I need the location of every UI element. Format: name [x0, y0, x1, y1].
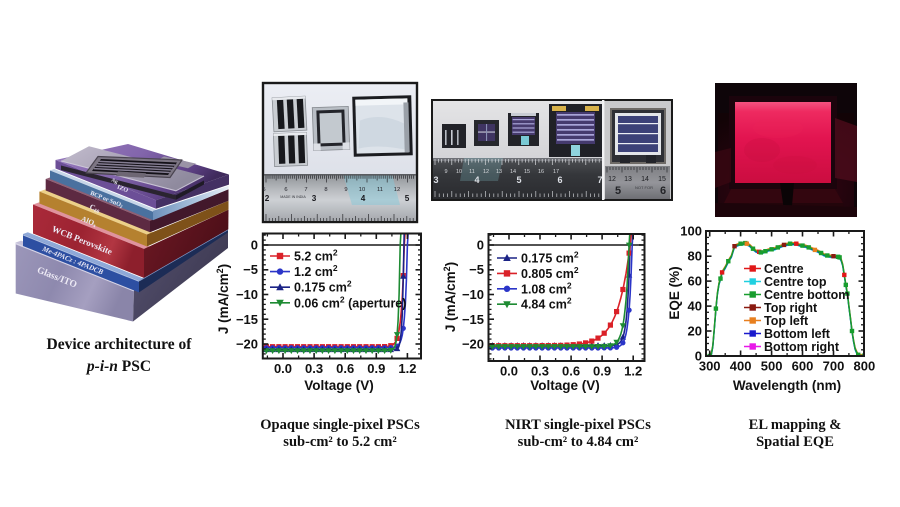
- svg-text:8: 8: [324, 187, 327, 193]
- svg-text:Centre top: Centre top: [764, 275, 827, 289]
- svg-text:J (mA/cm2): J (mA/cm2): [215, 264, 231, 334]
- svg-text:400: 400: [730, 359, 752, 374]
- svg-text:11: 11: [469, 169, 475, 175]
- svg-text:2: 2: [265, 194, 270, 203]
- svg-text:MADE IN INDIA: MADE IN INDIA: [280, 195, 306, 199]
- svg-text:Ag: Ag: [110, 177, 119, 185]
- svg-text:800: 800: [854, 359, 876, 374]
- svg-text:Voltage (V): Voltage (V): [304, 378, 374, 393]
- svg-text:12: 12: [483, 169, 489, 175]
- svg-text:10: 10: [359, 187, 365, 193]
- svg-text:5.2 cm2: 5.2 cm2: [294, 248, 338, 264]
- svg-text:0: 0: [477, 238, 484, 253]
- svg-text:−5: −5: [243, 262, 258, 277]
- svg-text:Centre bottom: Centre bottom: [764, 288, 849, 302]
- svg-text:9: 9: [444, 169, 447, 175]
- svg-text:15: 15: [658, 176, 666, 183]
- svg-text:7: 7: [304, 187, 307, 193]
- svg-text:4: 4: [361, 194, 366, 203]
- svg-text:0.805 cm2: 0.805 cm2: [521, 265, 579, 281]
- svg-text:−20: −20: [236, 337, 258, 352]
- svg-text:14: 14: [510, 169, 516, 175]
- svg-text:−10: −10: [462, 287, 484, 302]
- svg-text:1.2: 1.2: [624, 364, 642, 379]
- svg-text:0.175 cm2: 0.175 cm2: [521, 250, 579, 266]
- svg-text:300: 300: [699, 359, 721, 374]
- svg-text:6: 6: [284, 187, 287, 193]
- svg-text:Wavelength (nm): Wavelength (nm): [733, 378, 841, 393]
- svg-text:4: 4: [474, 175, 479, 185]
- svg-text:7: 7: [597, 175, 602, 185]
- svg-text:1.2: 1.2: [398, 361, 416, 376]
- svg-text:0.3: 0.3: [305, 361, 323, 376]
- svg-text:0.9: 0.9: [593, 364, 611, 379]
- svg-text:0.0: 0.0: [274, 361, 292, 376]
- svg-text:−15: −15: [236, 312, 258, 327]
- svg-text:14: 14: [641, 176, 649, 183]
- svg-text:5: 5: [262, 187, 265, 193]
- svg-text:Bottom right: Bottom right: [764, 340, 840, 354]
- svg-text:5: 5: [615, 185, 621, 197]
- svg-text:17: 17: [553, 169, 559, 175]
- svg-text:Centre: Centre: [764, 262, 804, 276]
- svg-text:3: 3: [312, 194, 317, 203]
- svg-text:100: 100: [680, 224, 702, 239]
- svg-text:1.08 cm2: 1.08 cm2: [521, 280, 572, 296]
- svg-text:11: 11: [377, 187, 383, 193]
- svg-text:13: 13: [624, 176, 632, 183]
- svg-text:−15: −15: [462, 312, 484, 327]
- svg-text:4.84 cm2: 4.84 cm2: [521, 296, 572, 312]
- svg-text:J (mA/cm2): J (mA/cm2): [442, 262, 458, 332]
- svg-text:0.3: 0.3: [531, 364, 549, 379]
- svg-text:5: 5: [405, 194, 410, 203]
- svg-text:1.2 cm2: 1.2 cm2: [294, 263, 338, 279]
- svg-text:0: 0: [251, 238, 258, 253]
- svg-text:0.6: 0.6: [562, 364, 580, 379]
- svg-text:3: 3: [433, 175, 438, 185]
- svg-text:IZO: IZO: [116, 184, 129, 195]
- svg-text:0.6: 0.6: [336, 361, 354, 376]
- svg-text:60: 60: [688, 274, 702, 289]
- svg-text:600: 600: [792, 359, 814, 374]
- svg-text:13: 13: [496, 169, 502, 175]
- svg-text:15: 15: [524, 169, 530, 175]
- svg-text:700: 700: [823, 359, 845, 374]
- svg-text:80: 80: [688, 249, 702, 264]
- svg-text:0.06 cm2 (aperture): 0.06 cm2 (aperture): [294, 294, 406, 310]
- svg-text:40: 40: [688, 299, 702, 314]
- svg-text:−5: −5: [469, 262, 484, 277]
- svg-text:6: 6: [660, 185, 666, 197]
- svg-text:6: 6: [557, 175, 562, 185]
- svg-text:0.9: 0.9: [367, 361, 385, 376]
- svg-text:500: 500: [761, 359, 783, 374]
- svg-text:0: 0: [695, 349, 702, 364]
- svg-text:9: 9: [344, 187, 347, 193]
- svg-text:0.0: 0.0: [500, 364, 518, 379]
- svg-text:10: 10: [456, 169, 462, 175]
- svg-text:20: 20: [688, 324, 702, 339]
- svg-text:NOT FOR: NOT FOR: [635, 185, 653, 190]
- svg-text:0.175 cm2: 0.175 cm2: [294, 279, 352, 295]
- svg-text:EQE (%): EQE (%): [667, 266, 682, 319]
- svg-text:16: 16: [538, 169, 544, 175]
- svg-text:Bottom left: Bottom left: [764, 327, 831, 341]
- svg-text:Voltage (V): Voltage (V): [530, 378, 600, 393]
- svg-text:Top left: Top left: [764, 314, 809, 328]
- svg-text:12: 12: [608, 176, 616, 183]
- svg-text:5: 5: [516, 175, 521, 185]
- svg-text:−10: −10: [236, 287, 258, 302]
- svg-text:12: 12: [394, 187, 400, 193]
- svg-text:−20: −20: [462, 337, 484, 352]
- svg-text:Top right: Top right: [764, 301, 818, 315]
